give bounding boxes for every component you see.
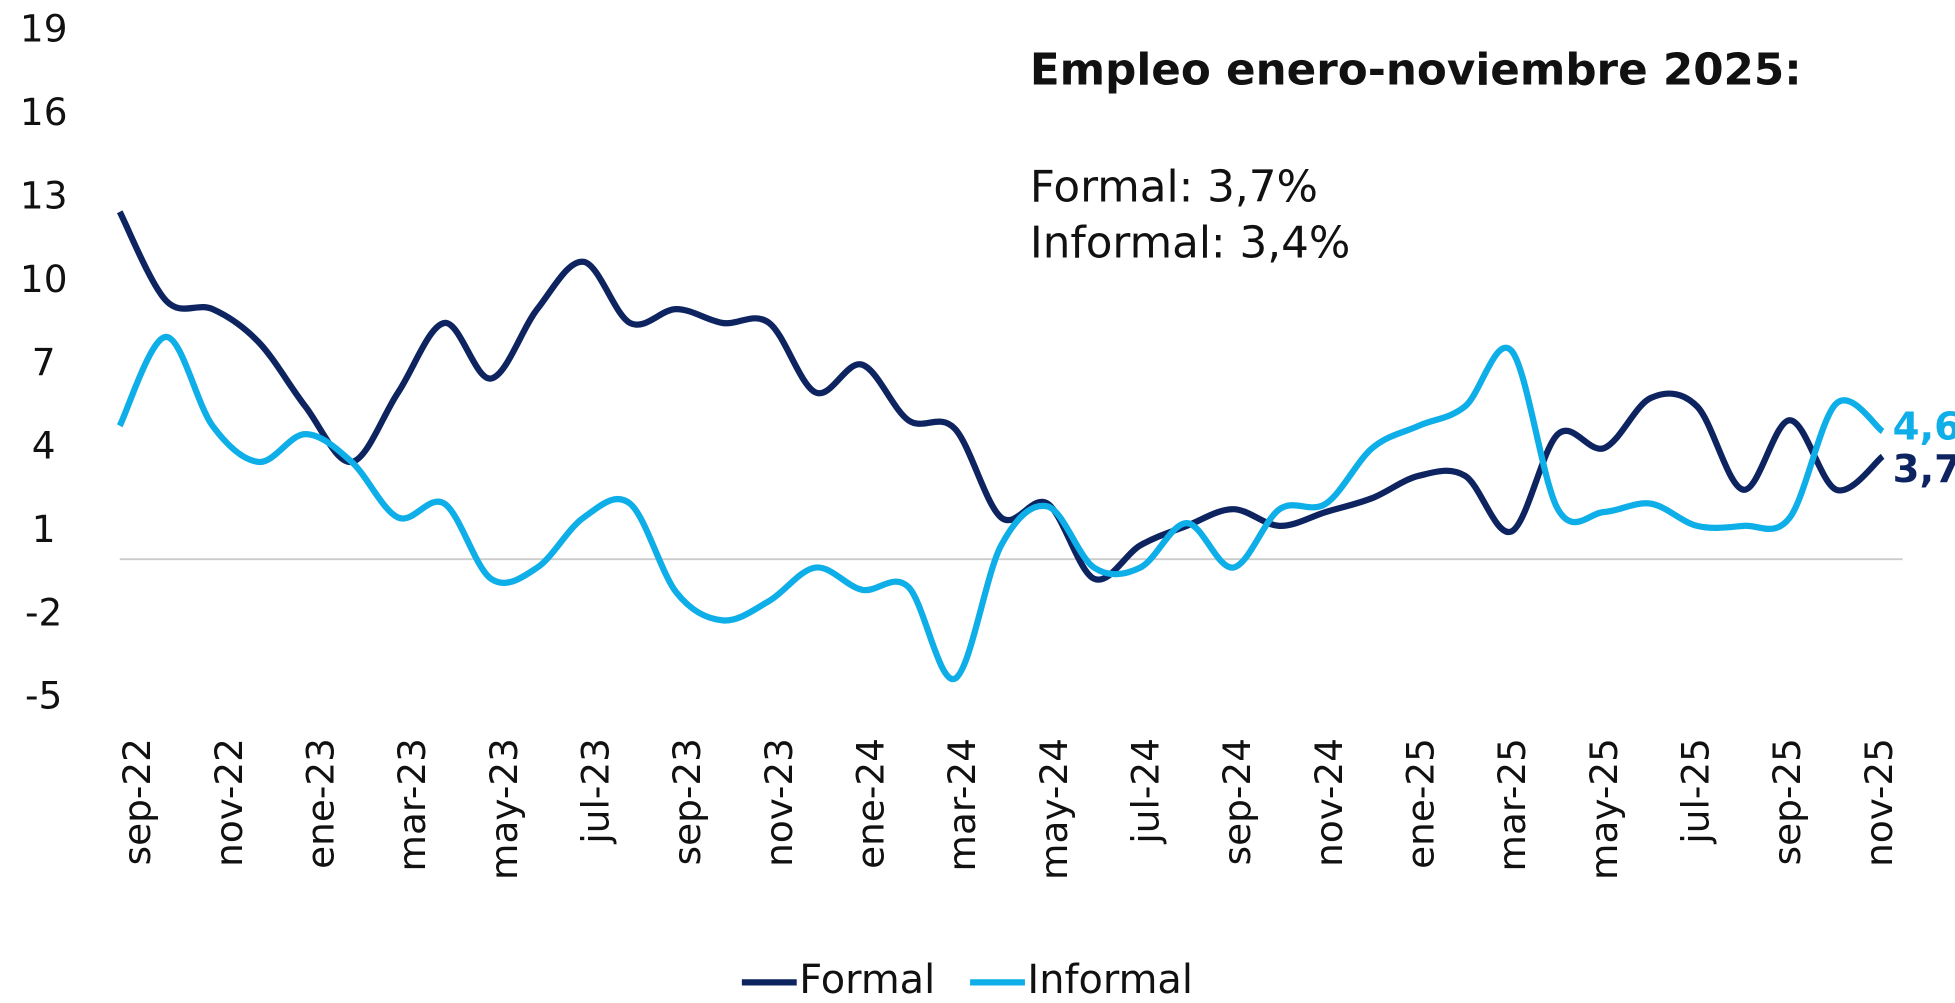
annotation-title: Empleo enero-noviembre 2025: [1030, 45, 1802, 95]
y-tick-label: -2 [25, 590, 62, 634]
x-tick-label: sep-25 [1765, 738, 1809, 865]
y-tick-label: 16 [20, 90, 68, 134]
y-tick-label: 1 [32, 507, 56, 551]
y-tick-label: -5 [25, 674, 62, 718]
data-label: 4,6 [1893, 404, 1955, 449]
annotation: Informal: 3,4% [1030, 219, 1350, 269]
series-line [116, 210, 1885, 583]
series-line [116, 333, 1885, 682]
x-tick-label: nov-24 [1307, 738, 1351, 867]
y-tick-label: 13 [20, 173, 68, 217]
x-tick-label: jul-25 [1673, 738, 1717, 845]
x-tick-label: mar-25 [1490, 738, 1534, 871]
y-tick-label: 19 [20, 7, 68, 51]
x-tick-label: ene-23 [299, 738, 343, 869]
y-tick-label: 7 [32, 340, 56, 384]
y-tick-label: 10 [20, 257, 68, 301]
x-tick-label: nov-22 [207, 738, 251, 867]
x-tick-label: ene-24 [848, 738, 892, 869]
x-tick-label: jul-24 [1123, 738, 1167, 845]
annotation: Formal: 3,7% [1030, 163, 1318, 213]
x-tick-label: sep-23 [665, 738, 709, 865]
legend-label: Informal [1027, 957, 1193, 1003]
x-tick-label: sep-22 [115, 738, 159, 865]
x-tick-label: mar-24 [940, 738, 984, 871]
data-label: 3,7 [1893, 447, 1955, 492]
y-tick-label: 4 [32, 424, 56, 468]
x-tick-label: may-24 [1032, 738, 1076, 880]
x-tick-label: sep-24 [1215, 738, 1259, 865]
x-tick-label: nov-23 [757, 738, 801, 867]
x-tick-label: ene-25 [1398, 738, 1442, 869]
x-tick-label: mar-23 [390, 738, 434, 871]
legend-label: Formal [799, 957, 935, 1003]
x-tick-label: nov-25 [1857, 738, 1901, 867]
x-tick-label: may-23 [482, 738, 526, 880]
x-tick-label: may-25 [1582, 738, 1626, 880]
x-tick-label: jul-23 [573, 738, 617, 845]
